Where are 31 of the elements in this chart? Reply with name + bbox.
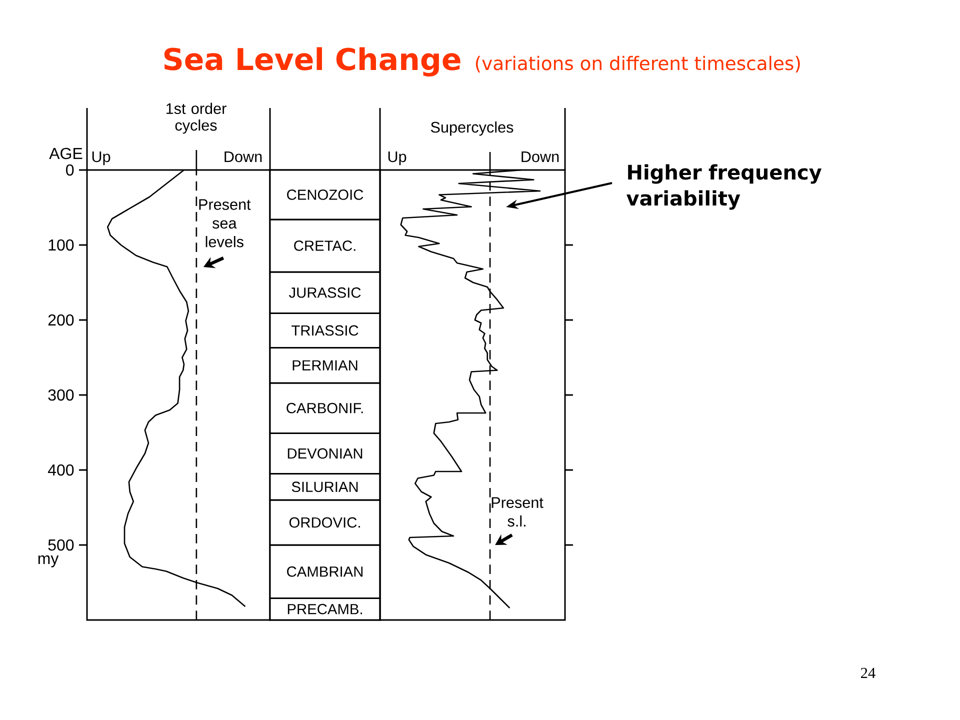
- text: my: [38, 555, 59, 568]
- y-tick-label: 400: [48, 464, 74, 476]
- y-tick-label: 300: [48, 389, 74, 401]
- ref-line-label: Present sea levels: [199, 199, 251, 248]
- y-tick-label: 500: [48, 539, 74, 551]
- text: 24: [860, 668, 876, 678]
- text: Down: [224, 151, 262, 162]
- series-label: PERMIAN: [292, 360, 358, 370]
- series-label: DEVONIAN: [288, 448, 362, 459]
- y-axis-title: AGE: [49, 148, 82, 160]
- text: Up: [92, 151, 110, 166]
- series-label: CARBONIF.: [286, 402, 363, 414]
- chart-title: Supercycles: [430, 121, 514, 136]
- text: Up: [388, 151, 406, 166]
- series-label: CENOZOIC: [287, 190, 364, 200]
- text: Down: [522, 151, 559, 162]
- series-label: ORDOVIC.: [289, 517, 360, 528]
- chart-title: 1st order cycles: [166, 102, 226, 134]
- text: Sea Level Change: [164, 47, 460, 76]
- y-tick-label: 100: [48, 239, 74, 251]
- series-label: PRECAMB.: [288, 604, 362, 614]
- text: (variations on different timescales): [476, 56, 800, 72]
- series-label: TRIASSIC: [292, 325, 358, 336]
- y-tick-label: 200: [48, 314, 74, 326]
- series-label: CRETAC.: [294, 240, 356, 251]
- series-label: SILURIAN: [292, 482, 358, 492]
- series-label: CAMBRIAN: [287, 566, 363, 577]
- ref-line-label: Present s.l.: [492, 497, 544, 527]
- y-tick-label: 0: [66, 164, 74, 176]
- series-label: JURASSIC: [288, 287, 361, 298]
- text: Higher frequency variability: [626, 164, 822, 210]
